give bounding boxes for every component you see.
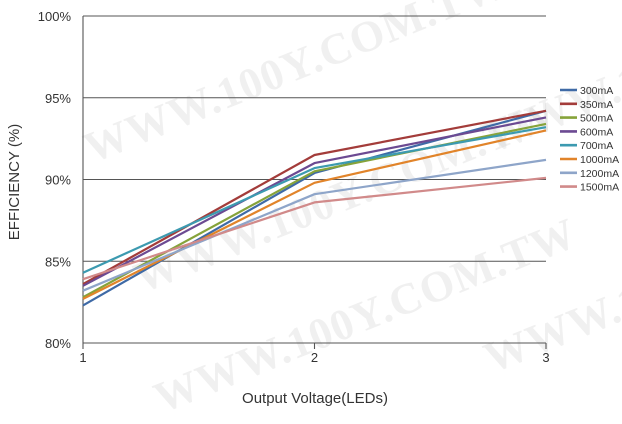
y-tick-label: 80% (45, 336, 71, 351)
series-line (82, 126, 547, 274)
legend-label: 600mA (580, 126, 613, 138)
y-tick-label: 100% (38, 9, 72, 24)
y-axis-label: EFFICIENCY (%) (6, 124, 23, 240)
y-tick-label: 85% (45, 254, 71, 269)
y-tick-label: 95% (45, 91, 71, 106)
x-axis-label: Output Voltage(LEDs) (242, 390, 388, 407)
series-lines (82, 109, 547, 307)
series-line (82, 129, 547, 300)
legend-label: 350mA (580, 99, 613, 111)
y-tick-label: 90% (45, 173, 71, 188)
series-line (82, 116, 547, 287)
series-line (82, 109, 547, 286)
legend-label: 1500mA (580, 182, 619, 194)
legend-label: 1000mA (580, 154, 619, 166)
efficiency-chart: 80% 85% 90% 95% 100% 1 2 3 300mA 350mA 500mA600mA… (6, 9, 619, 407)
series-line (82, 122, 547, 299)
legend-label: 500mA (580, 113, 613, 125)
axes: 80% 85% 90% 95% 100% 1 2 3 (38, 9, 550, 365)
legend-label: 700mA (580, 140, 613, 152)
series-line (82, 176, 547, 281)
series-line (82, 158, 547, 292)
legend-label: 1200mA (580, 168, 619, 180)
grid-lines (83, 15, 546, 344)
x-tick-label: 2 (311, 350, 318, 365)
x-tick-label: 3 (542, 350, 549, 365)
x-tick-label: 1 (79, 350, 86, 365)
legend-label: 300mA (580, 85, 613, 97)
